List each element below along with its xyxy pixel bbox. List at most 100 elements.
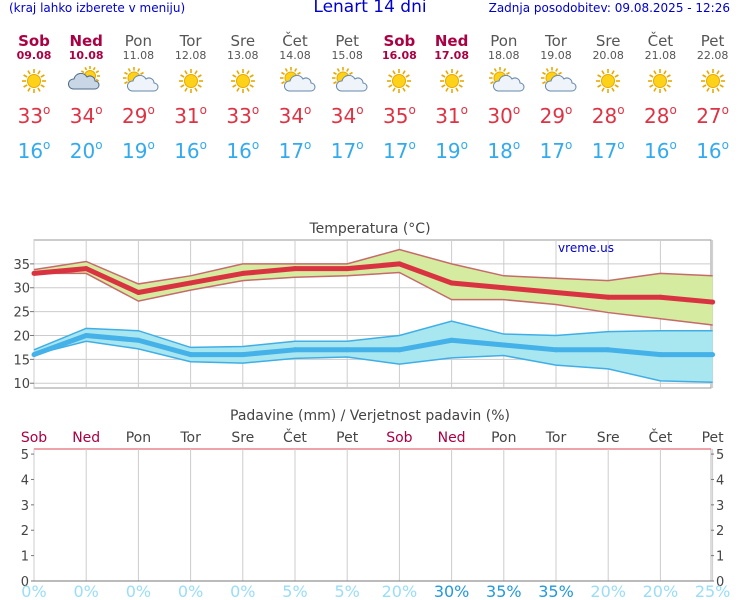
min-temp: 16o (643, 138, 677, 163)
precipitation-day-label: Tor (179, 430, 201, 446)
precipitation-plot-area (33, 448, 712, 582)
max-temp: 33o (226, 103, 260, 128)
min-temp: 16o (17, 138, 51, 163)
sun-cloud-icon (280, 67, 316, 92)
min-temp: 16o (174, 138, 207, 163)
day-date: 14.08 (279, 49, 311, 62)
min-temp: 18o (487, 138, 521, 163)
last-updated: Zadnja posodobitev: 09.08.2025 - 12:26 (488, 1, 730, 15)
day-column: Tor 19.08 29o 17o (530, 32, 582, 163)
precipitation-day-label: Čet (648, 428, 672, 446)
temperature-tick-label: 10 (13, 377, 30, 392)
temperature-tick-label: 30 (13, 282, 30, 297)
min-temp-point (501, 342, 507, 348)
day-name: Sob (383, 32, 416, 50)
precipitation-day-label: Ned (72, 430, 100, 446)
temperature-tick-label: 25 (13, 306, 30, 321)
day-name: Sre (230, 32, 256, 50)
precipitation-day-label: Sre (597, 430, 620, 446)
min-temp: 19o (435, 138, 468, 163)
day-date: 19.08 (540, 49, 572, 62)
day-name: Pon (124, 32, 152, 50)
min-temp-point (188, 352, 194, 358)
day-column: Sob 16.08 35o 17o (373, 32, 425, 163)
sun-icon (439, 69, 464, 93)
sun-cloud-icon (123, 67, 159, 92)
temperature-chart-title: Temperatura (°C) (308, 221, 430, 237)
day-name: Čet (282, 32, 308, 50)
min-temp-point (83, 332, 89, 338)
max-temp: 28o (591, 103, 625, 128)
day-name: Pet (700, 32, 725, 50)
precipitation-tick-label: 4 (21, 473, 29, 488)
max-temp-point (344, 266, 350, 272)
partly-cloudy-icon (68, 66, 101, 90)
min-temp-point (449, 337, 455, 343)
max-temp: 27o (696, 103, 729, 128)
precipitation-day-label: Sob (21, 430, 47, 446)
max-temp-line (33, 261, 713, 305)
precipitation-tick-label: 2 (21, 524, 29, 539)
precipitation-day-label: Sob (386, 430, 412, 446)
min-temp-line (33, 332, 713, 358)
min-temp-point (657, 352, 663, 358)
day-name: Sre (595, 32, 621, 50)
max-temp-point (135, 290, 141, 296)
sun-icon (426, 65, 478, 97)
day-name: Tor (179, 32, 202, 50)
min-temp: 17o (382, 138, 416, 163)
min-temp: 20o (69, 138, 103, 163)
probability-label: 0% (126, 582, 151, 600)
precipitation-day-label: Ned (438, 430, 466, 446)
sun-icon (373, 65, 425, 97)
sun-icon (582, 65, 634, 97)
max-temp: 29o (121, 103, 155, 128)
max-temp-point (710, 299, 716, 305)
precipitation-tick-label: 4 (716, 473, 724, 488)
precipitation-tick-label: 0 (716, 575, 724, 590)
max-temp-point (449, 280, 455, 286)
max-range-upper (33, 248, 713, 285)
probability-label: 5% (335, 582, 360, 600)
day-name: Sob (18, 32, 50, 50)
sun-cloud-icon (112, 65, 164, 97)
probability-label: 0% (74, 582, 99, 600)
probability-label: 5% (282, 582, 307, 600)
sun-icon (217, 65, 269, 97)
sun-icon (22, 69, 46, 93)
day-date: 13.08 (227, 49, 259, 62)
sun-cloud-icon (321, 65, 373, 97)
min-range-lower (33, 340, 713, 384)
day-date: 16.08 (381, 49, 417, 62)
sun-cloud-icon (530, 65, 582, 97)
max-temp-point (240, 270, 246, 276)
day-column: Ned 10.08 34o 20o (60, 32, 112, 163)
day-column: Ned 17.08 31o 19o (426, 32, 478, 163)
day-name: Tor (545, 32, 567, 50)
max-temp: 31o (435, 103, 468, 128)
max-temp-point (292, 266, 298, 272)
min-temp: 17o (539, 138, 573, 163)
sun-icon (596, 69, 621, 93)
temperature-tick-label: 15 (13, 353, 30, 368)
max-temp-point (188, 280, 194, 286)
max-temp-point (553, 290, 559, 296)
day-date: 09.08 (16, 49, 52, 62)
min-temp-point (605, 347, 611, 353)
max-temp-point (31, 270, 37, 276)
day-column: Pon 18.08 30o 18o (478, 32, 530, 163)
header: (kraj lahko izberete v meniju) Lenart 14… (0, 0, 740, 22)
sun-cloud-icon (541, 67, 577, 92)
max-temp-point (605, 294, 611, 300)
probability-label: 25% (695, 582, 731, 600)
max-temp: 30o (487, 103, 521, 128)
precipitation-day-label: Tor (545, 430, 567, 446)
max-temp: 29o (539, 103, 573, 128)
max-temp: 34o (278, 103, 312, 128)
probability-label: 0% (178, 582, 203, 600)
probability-label: 20% (643, 582, 679, 600)
min-temp-point (135, 337, 141, 343)
precipitation-tick-label: 1 (21, 550, 29, 565)
precipitation-day-label: Sre (231, 430, 254, 446)
daily-forecast: Sob 09.08 33o 16o Ned 10.08 34o 20o Pon 11.08 29o 1… (0, 32, 740, 172)
